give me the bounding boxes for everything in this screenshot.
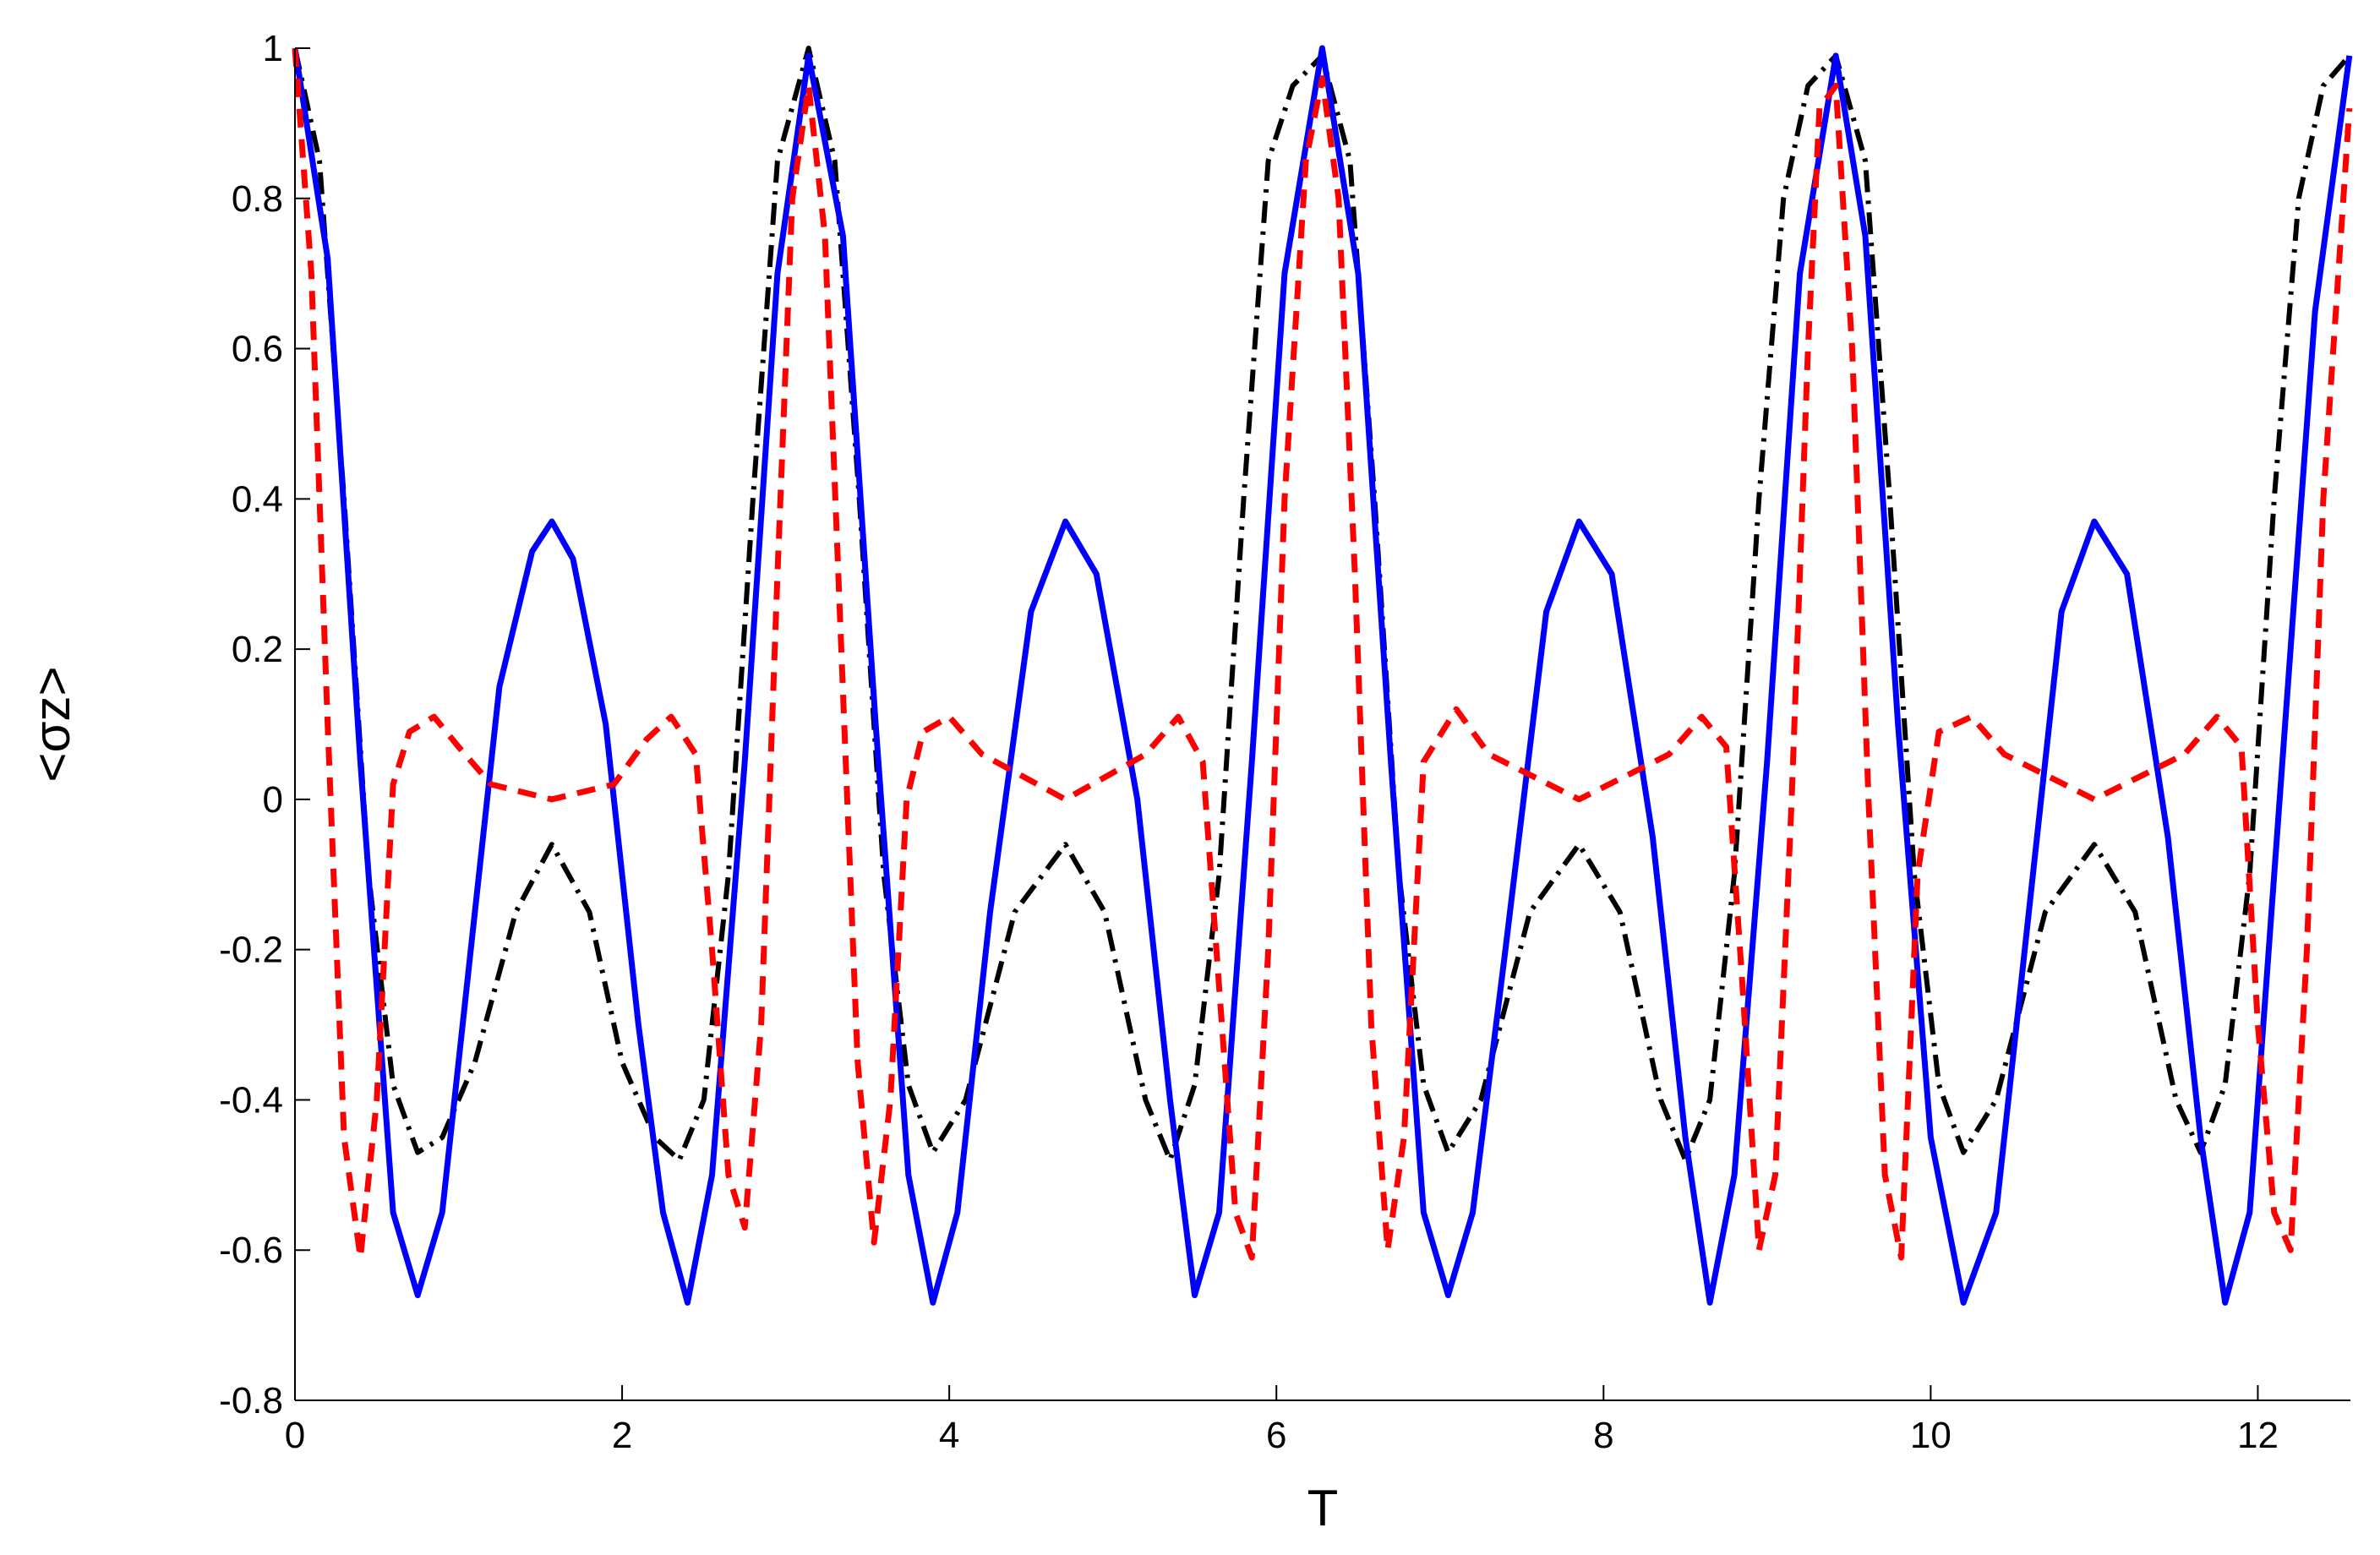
y-tick-label: -0.4	[219, 1079, 283, 1121]
y-tick-label: -0.8	[219, 1380, 283, 1421]
series-layer	[292, 45, 2353, 1306]
y-tick-label: 0.2	[232, 629, 283, 670]
series-line-dashed-2	[292, 47, 2353, 1261]
y-tick-label: 0.6	[232, 329, 283, 370]
x-tick-label: 4	[939, 1415, 959, 1456]
axes-layer: 0 2 4 6 8 10 12 -0.8 -0.6 -0.4 -0.2 0 0.2 0.4 0.6 0.8 1	[219, 28, 2350, 1456]
x-tick-label: 10	[1910, 1415, 1951, 1456]
x-tick-label: 6	[1266, 1415, 1286, 1456]
y-tick-label: 0	[263, 779, 283, 821]
y-tick-label: -0.6	[219, 1230, 283, 1271]
x-tick-label: 0	[285, 1415, 305, 1456]
y-tick-label: 0.4	[232, 478, 283, 520]
y-tick-label: 1	[263, 28, 283, 69]
x-tick-label: 8	[1593, 1415, 1613, 1456]
y-tick-label: 0.8	[232, 178, 283, 220]
series-line-solid-0	[292, 45, 2353, 1306]
x-tick-label: 2	[612, 1415, 632, 1456]
series-line-dash-dot-1	[292, 46, 2352, 1163]
y-tick-label: -0.2	[219, 930, 283, 971]
x-tick-label: 12	[2237, 1415, 2279, 1456]
y-axis-label: <σz>	[24, 666, 80, 782]
x-axis-label: T	[1307, 1480, 1339, 1536]
